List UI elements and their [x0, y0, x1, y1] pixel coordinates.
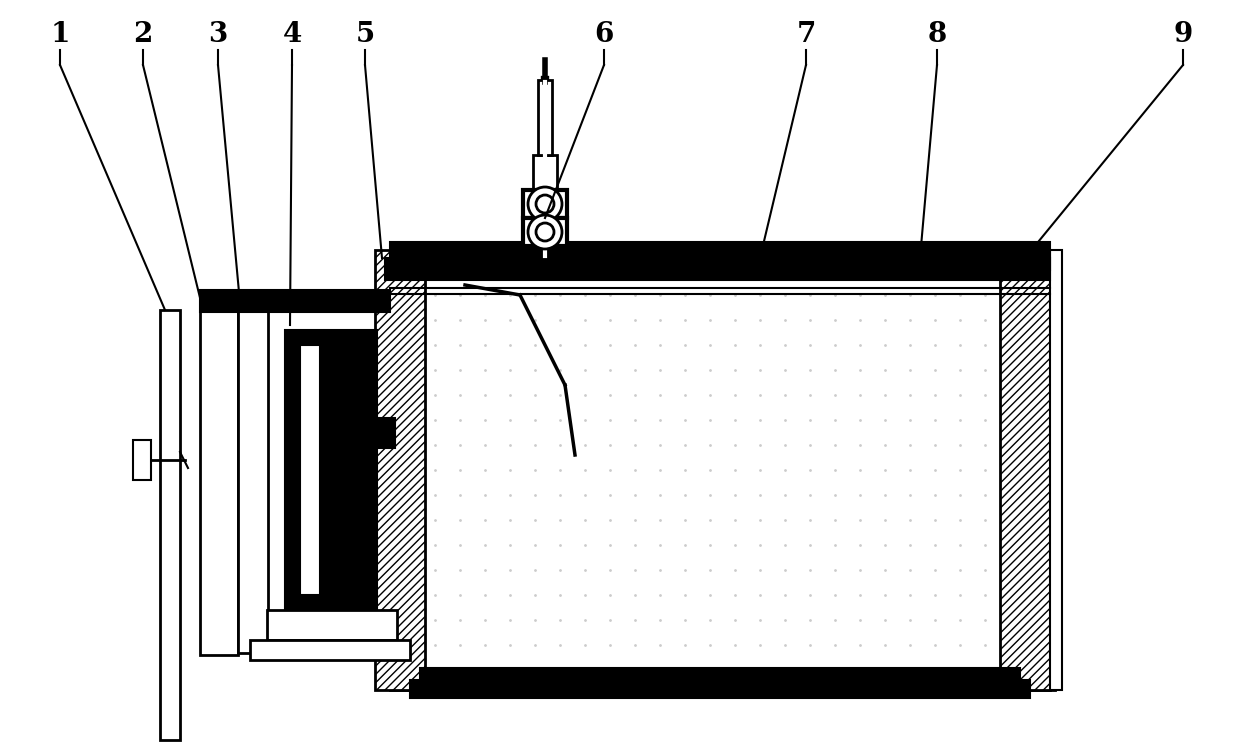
Bar [267, 610, 397, 640]
Bar [250, 640, 410, 660]
Text: 8: 8 [928, 22, 946, 48]
Bar [160, 310, 180, 740]
Bar [374, 418, 396, 448]
Bar [133, 440, 151, 480]
Text: 9: 9 [1173, 22, 1193, 48]
Bar [391, 250, 1050, 690]
Bar [523, 218, 567, 246]
Bar [384, 258, 1050, 280]
Circle shape [528, 215, 562, 249]
Circle shape [536, 223, 554, 241]
Text: 4: 4 [283, 22, 301, 48]
Bar [999, 250, 1055, 690]
Circle shape [528, 187, 562, 221]
Bar [238, 303, 268, 653]
Bar [200, 310, 238, 655]
Bar [200, 290, 391, 312]
Bar [533, 155, 557, 190]
Text: 1: 1 [51, 22, 69, 48]
Text: 7: 7 [796, 22, 816, 48]
Circle shape [536, 195, 554, 213]
Bar [1050, 250, 1061, 690]
Bar [523, 190, 567, 218]
Text: 5: 5 [356, 22, 374, 48]
Text: 6: 6 [594, 22, 614, 48]
Bar [285, 330, 377, 610]
Bar [420, 668, 1021, 690]
Bar [410, 680, 1030, 698]
Text: 3: 3 [208, 22, 228, 48]
Bar [538, 80, 552, 155]
Bar [374, 250, 425, 690]
Bar [300, 345, 320, 595]
Text: 2: 2 [134, 22, 153, 48]
Bar [391, 242, 1050, 270]
